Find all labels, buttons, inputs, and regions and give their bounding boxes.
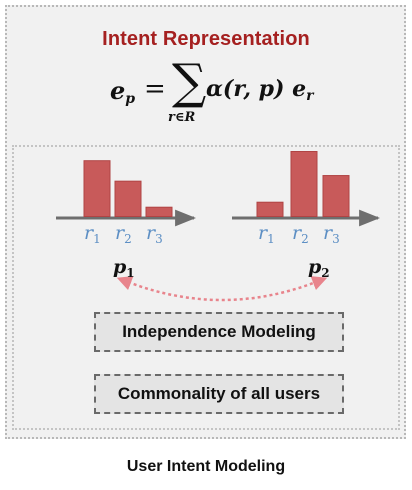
figure-caption: User Intent Modeling <box>126 458 286 475</box>
intent-formula: ep = ∑ r∈R α(r, p) er <box>110 58 340 132</box>
formula-lhs: ep <box>110 76 136 107</box>
bar-p2-r1 <box>256 201 284 217</box>
category-label-p1-r2: r2 <box>115 222 132 246</box>
p1-p2-link-arrow <box>116 276 328 302</box>
product-label-p1: p1 <box>113 256 135 280</box>
bar-p1-r3 <box>145 206 173 217</box>
product-label-p2: p2 <box>308 256 330 280</box>
commonality-box: Commonality of all users <box>94 374 344 414</box>
bar-p1-r2 <box>114 180 142 218</box>
sum-symbol: ∑ <box>172 54 207 110</box>
bar-p2-r3 <box>322 175 350 218</box>
formula-rhs: α(r, p) er <box>206 76 314 104</box>
panel-title: Intent Representation <box>102 28 310 50</box>
category-label-p1-r3: r3 <box>146 222 163 246</box>
category-label-p2-r1: r1 <box>258 222 275 246</box>
formula-equals: = <box>144 74 166 104</box>
bar-p2-r2 <box>290 151 318 217</box>
category-label-p1-r1: r1 <box>84 222 101 246</box>
category-label-p2-r3: r3 <box>323 222 340 246</box>
independence-modeling-box: Independence Modeling <box>94 312 344 352</box>
category-label-p2-r2: r2 <box>292 222 309 246</box>
sum-index: r∈R <box>168 110 196 125</box>
bar-p1-r1 <box>83 160 111 217</box>
